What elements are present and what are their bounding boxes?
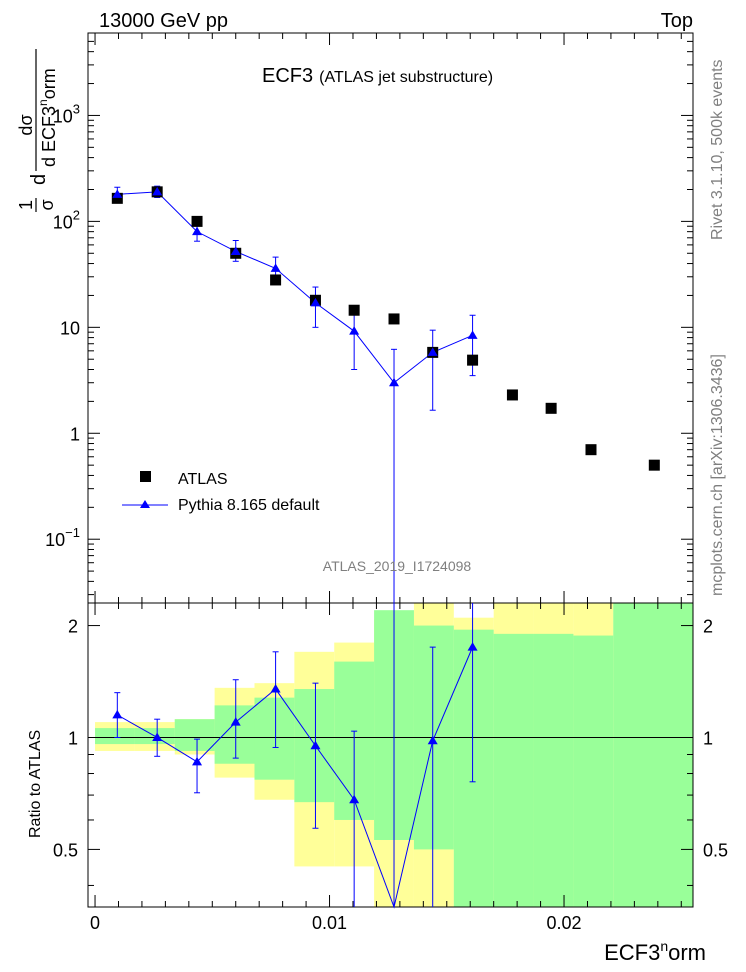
svg-text:dσ: dσ	[16, 114, 36, 135]
inner-band-bin	[254, 697, 295, 780]
analysis-id: ATLAS_2019_I1724098	[323, 558, 472, 574]
legend: ATLAS Pythia 8.165 default	[122, 471, 320, 514]
ratio-plot-area	[112, 603, 478, 909]
legend-pythia-marker	[140, 500, 150, 508]
svg-text:1: 1	[16, 200, 36, 210]
inner-band-bin	[613, 603, 693, 907]
atlas-point	[467, 354, 479, 366]
svg-text:d ECF3norm: d ECF3norm	[36, 68, 59, 167]
ratio-point	[152, 732, 163, 741]
rivet-label: Rivet 3.1.10, 500k events	[709, 59, 726, 240]
ratio-tick-label: 0.5	[53, 840, 78, 860]
pythia-point	[230, 246, 241, 255]
atlas-point	[388, 313, 400, 325]
atlas-point	[111, 192, 123, 204]
legend-atlas-marker	[140, 471, 151, 482]
pythia-point	[310, 297, 321, 307]
x-tick-label: 0.01	[312, 913, 347, 933]
y-tick-label: 102	[53, 207, 80, 232]
pythia-point	[427, 347, 438, 356]
ratio-tick-label: 2	[68, 617, 78, 637]
x-axis-label: ECF3norm	[604, 938, 706, 965]
pythia-point	[389, 377, 400, 387]
inner-band-bin	[453, 629, 494, 907]
ratio-point	[310, 740, 321, 750]
ratio-point	[112, 709, 123, 719]
pythia-point	[112, 189, 123, 198]
svg-text:d: d	[28, 174, 50, 185]
pythia-point	[192, 226, 203, 236]
atlas-point	[191, 215, 203, 227]
inner-band-bin	[533, 633, 574, 907]
atlas-point	[585, 444, 597, 456]
chart-title: ECF3 (ATLAS jet substructure)	[262, 65, 493, 87]
ratio-point	[349, 794, 360, 804]
y-tick-label: 10−1	[45, 525, 80, 550]
inner-band-bin	[95, 728, 135, 745]
y-tick-label: 1	[70, 424, 80, 444]
inner-band-bin	[493, 633, 534, 907]
ratio-tick-label-right: 2	[703, 617, 713, 637]
atlas-point	[545, 402, 557, 414]
atlas-point	[270, 274, 282, 286]
energy-label: 13000 GeV pp	[99, 10, 228, 32]
ratio-line	[117, 646, 474, 909]
axis-ticks	[88, 32, 693, 907]
atlas-point	[348, 304, 360, 316]
main-plot-area	[111, 185, 660, 603]
pythia-line	[117, 191, 473, 384]
atlas-point	[648, 459, 660, 471]
atlas-point	[506, 389, 518, 401]
ratio-point	[230, 717, 241, 726]
ratio-bands	[88, 603, 693, 907]
ratio-tick-label-right: 1	[703, 728, 713, 748]
ratio-point	[270, 684, 281, 693]
legend-atlas-label: ATLAS	[178, 471, 228, 488]
pythia-point	[152, 186, 163, 196]
ratio-point	[467, 642, 478, 651]
ratio-tick-label: 1	[68, 728, 78, 748]
pythia-point	[270, 263, 281, 272]
y-tick-label: 103	[53, 101, 80, 126]
process-label: Top	[661, 10, 693, 32]
inner-band-bin	[174, 719, 215, 751]
ratio-tick-label-right: 0.5	[703, 840, 728, 860]
ratio-point	[427, 735, 438, 745]
x-tick-label: 0.02	[547, 913, 582, 933]
y-tick-label: 10	[60, 318, 80, 338]
pythia-point	[349, 326, 360, 335]
y-axis-label: 1 σ d dσ d ECF3norm	[16, 49, 59, 212]
x-tick-label: 0	[90, 913, 100, 933]
ratio-point	[192, 756, 203, 766]
mcplots-label: mcplots.cern.ch [arXiv:1306.3436]	[709, 354, 726, 596]
inner-band-bin	[214, 705, 255, 764]
svg-text:σ: σ	[37, 199, 57, 210]
ratio-y-label: Ratio to ATLAS	[27, 730, 44, 838]
inner-band-bin	[573, 635, 614, 907]
pythia-point	[467, 330, 478, 339]
tick-labels: 0 0.01 0.02 10−1 1 10 102 103 0.5 0.5 1 1 2 2	[45, 101, 728, 933]
legend-pythia-label: Pythia 8.165 default	[178, 497, 320, 514]
